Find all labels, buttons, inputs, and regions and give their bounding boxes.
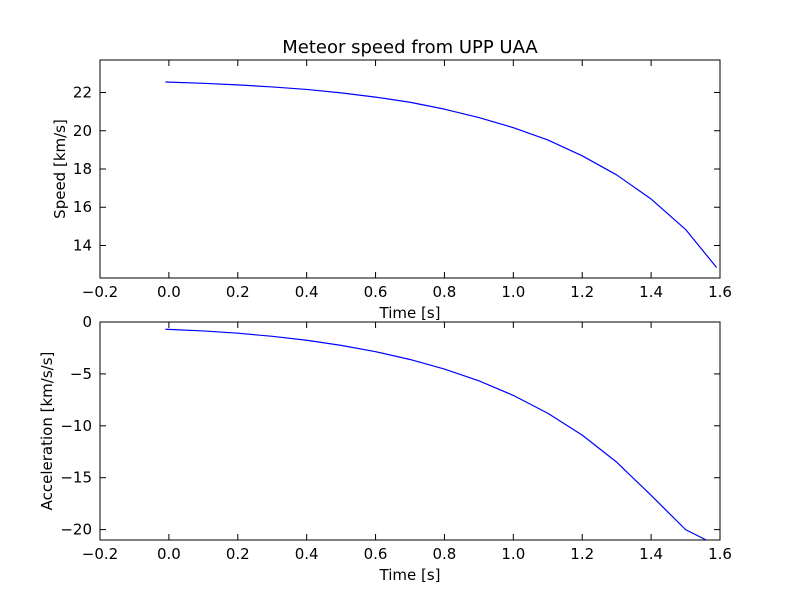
y-tick-label: 22 — [73, 84, 92, 102]
x-tick-label: 0.8 — [433, 283, 457, 301]
acceleration-chart: −0.2 0.0 0.2 0.4 0.6 0.8 1.0 1.2 1.4 1.6 0 −5 −10 −15… — [38, 313, 732, 584]
x-tick-label: 0.6 — [364, 283, 388, 301]
y-tick-label: 14 — [73, 236, 92, 254]
acceleration-ticks — [99, 321, 721, 540]
acceleration-y-axis-label: Acceleration [km/s/s] — [38, 352, 56, 511]
y-tick-label: 16 — [73, 198, 92, 216]
x-tick-label: 0.0 — [157, 545, 181, 563]
speed-ticks — [99, 60, 721, 278]
x-tick-label: 1.6 — [708, 283, 732, 301]
x-tick-label: 0.2 — [226, 545, 250, 563]
y-tick-label: −20 — [60, 521, 92, 539]
x-tick-label: 1.2 — [570, 545, 594, 563]
y-tick-label: 20 — [73, 122, 92, 140]
x-tick-label: −0.2 — [82, 283, 118, 301]
x-tick-label: 0.0 — [157, 283, 181, 301]
x-tick-label: 1.6 — [708, 545, 732, 563]
speed-tick-labels: −0.2 0.0 0.2 0.4 0.6 0.8 1.0 1.2 1.4 1.6 14 16 18 20 2… — [73, 84, 732, 301]
x-tick-label: 1.0 — [501, 545, 525, 563]
y-tick-label: −15 — [60, 469, 92, 487]
y-tick-label: 18 — [73, 160, 92, 178]
x-tick-label: 1.0 — [501, 283, 525, 301]
x-tick-label: 0.6 — [364, 545, 388, 563]
y-tick-label: −10 — [60, 417, 92, 435]
x-tick-label: −0.2 — [82, 545, 118, 563]
x-tick-label: 1.4 — [639, 545, 663, 563]
x-tick-label: 1.2 — [570, 283, 594, 301]
y-tick-label: −5 — [70, 365, 92, 383]
x-tick-label: 0.4 — [295, 283, 319, 301]
speed-chart: Meteor speed from UPP UAA −0.2 0.0 0.2 0.4 0… — [51, 37, 732, 322]
acceleration-line — [165, 328, 707, 540]
acceleration-tick-labels: −0.2 0.0 0.2 0.4 0.6 0.8 1.0 1.2 1.4 1.6 0 −5 −10 −15… — [60, 313, 732, 563]
acceleration-plot-frame — [99, 321, 721, 541]
x-tick-label: 0.8 — [433, 545, 457, 563]
x-tick-label: 0.4 — [295, 545, 319, 563]
x-tick-label: 0.2 — [226, 283, 250, 301]
chart-title: Meteor speed from UPP UAA — [282, 37, 538, 58]
speed-line — [165, 81, 718, 268]
acceleration-x-axis-label: Time [s] — [379, 566, 441, 584]
speed-y-axis-label: Speed [km/s] — [51, 119, 69, 219]
y-tick-label: 0 — [82, 313, 92, 331]
x-tick-label: 1.4 — [639, 283, 663, 301]
speed-x-axis-label: Time [s] — [379, 304, 441, 322]
